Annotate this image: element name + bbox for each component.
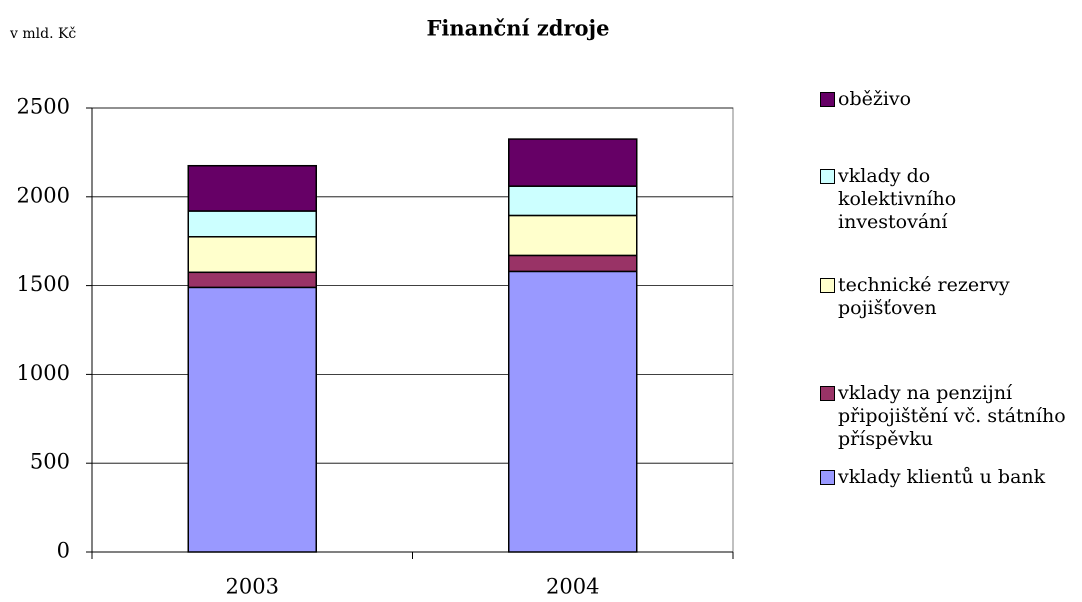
legend-swatch: [820, 386, 835, 401]
bar-segment: [508, 185, 638, 217]
legend-label: oběživo: [838, 88, 912, 110]
bar-segment: [508, 254, 638, 273]
legend-swatch: [820, 169, 835, 184]
bar-segment: [508, 270, 638, 553]
bar-segment: [508, 138, 638, 187]
y-tick-label: 2000: [17, 183, 70, 207]
bar-segment: [187, 210, 317, 238]
bar-segment: [187, 236, 317, 274]
x-tick-label: 2003: [226, 575, 279, 599]
y-tick-label: 500: [30, 450, 70, 474]
bar-segment: [187, 164, 317, 212]
legend-item: technické rezervy pojišťoven: [820, 274, 1078, 320]
legend-swatch: [820, 470, 835, 485]
bar-segment: [508, 214, 638, 257]
legend-swatch: [820, 92, 835, 107]
chart-title: Finanční zdroje: [426, 16, 609, 41]
y-axis-label: v mld. Kč: [9, 26, 76, 42]
legend-swatch: [820, 278, 835, 293]
y-tick-label: 1500: [17, 272, 70, 296]
legend-label: vklady do kolektivního investování: [838, 165, 957, 233]
bar-segment: [187, 286, 317, 553]
legend-item: vklady na penzijní připojištění vč. stát…: [820, 382, 1082, 451]
legend-item: vklady klientů u bank: [820, 466, 1068, 489]
legend-item: oběživo: [820, 88, 1068, 111]
y-tick-label: 1000: [17, 361, 70, 385]
y-tick-label: 2500: [17, 95, 70, 119]
bar-segment: [187, 271, 317, 289]
legend-label: vklady klientů u bank: [838, 466, 1046, 488]
y-tick-label: 0: [57, 539, 70, 563]
legend-item: vklady do kolektivního investování: [820, 165, 1038, 234]
x-tick-label: 2004: [546, 575, 599, 599]
legend-label: vklady na penzijní připojištění vč. stát…: [838, 382, 1066, 450]
legend-label: technické rezervy pojišťoven: [838, 274, 1010, 319]
